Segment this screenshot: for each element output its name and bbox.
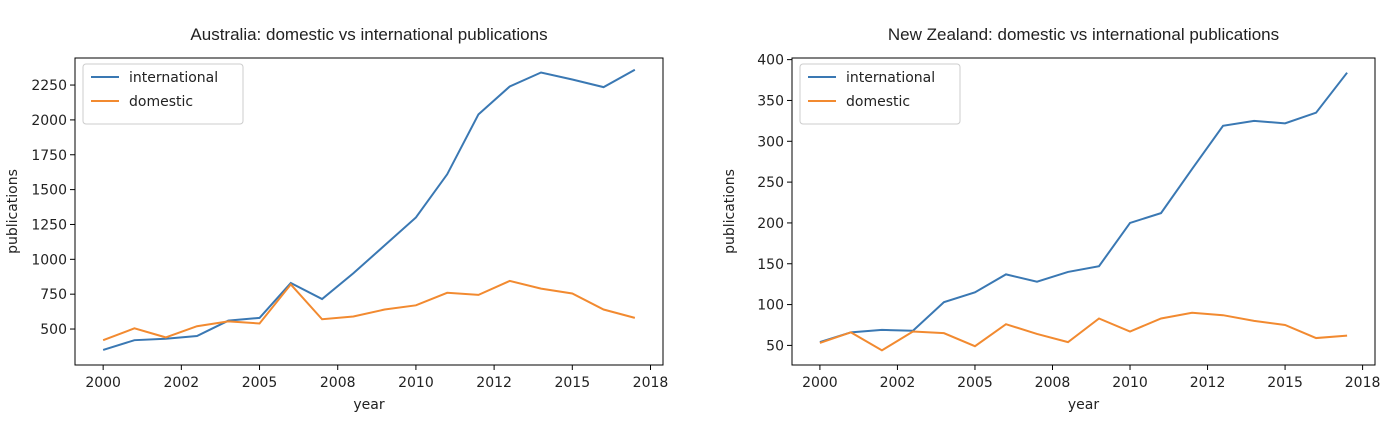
x-tick-label: 2000 — [85, 375, 121, 391]
series-line — [102, 68, 636, 351]
x-tick-label: 2005 — [242, 375, 278, 391]
x-tick-label: 2015 — [1267, 375, 1303, 391]
y-tick-label: 200 — [757, 216, 784, 232]
x-tick-label: 2012 — [476, 375, 512, 391]
series-line — [819, 311, 1348, 352]
x-tick-label: 2018 — [1345, 375, 1381, 391]
x-tick-label: 2008 — [1035, 375, 1071, 391]
y-tick-label: 1750 — [31, 148, 67, 164]
legend-label: domestic — [846, 94, 910, 110]
subplot: New Zealand: domestic vs international p… — [722, 25, 1380, 413]
legend-label: international — [846, 70, 935, 86]
legend-label: international — [129, 70, 218, 86]
y-tick-label: 500 — [40, 322, 67, 338]
x-tick-label: 2005 — [957, 375, 993, 391]
legend: international domestic — [799, 63, 961, 125]
y-tick-label: 250 — [757, 175, 784, 191]
y-tick-label: 150 — [757, 257, 784, 273]
chart-title: Australia: domestic vs international pub… — [190, 25, 547, 44]
y-tick-label: 1250 — [31, 217, 67, 233]
x-tick-label: 2008 — [320, 375, 356, 391]
x-tick-label: 2015 — [554, 375, 590, 391]
x-tick-label: 2018 — [633, 375, 669, 391]
x-axis-label: year — [1068, 397, 1099, 413]
x-tick-label: 2012 — [1190, 375, 1226, 391]
x-tick-label: 2002 — [164, 375, 200, 391]
y-tick-label: 350 — [757, 93, 784, 109]
legend-label: domestic — [129, 94, 193, 110]
x-tick-label: 2010 — [398, 375, 434, 391]
y-axis-label: publications — [5, 169, 21, 254]
series-line — [819, 72, 1348, 344]
chart-title: New Zealand: domestic vs international p… — [888, 25, 1279, 44]
y-tick-label: 750 — [40, 287, 67, 303]
series-line — [102, 279, 636, 342]
y-tick-label: 2250 — [31, 78, 67, 94]
legend-box — [799, 63, 961, 125]
y-tick-label: 300 — [757, 134, 784, 150]
legend: international domestic — [82, 63, 244, 125]
y-tick-label: 1500 — [31, 183, 67, 199]
y-tick-label: 100 — [757, 298, 784, 314]
plot-frame — [791, 57, 1376, 366]
x-tick-label: 2010 — [1112, 375, 1148, 391]
x-tick-label: 2002 — [880, 375, 916, 391]
y-tick-label: 50 — [766, 338, 784, 354]
y-tick-label: 1000 — [31, 252, 67, 268]
y-tick-label: 400 — [757, 53, 784, 69]
x-tick-label: 2000 — [802, 375, 838, 391]
y-axis-label: publications — [722, 169, 738, 254]
legend-box — [82, 63, 244, 125]
x-axis-label: year — [353, 397, 384, 413]
subplot: Australia: domestic vs international pub… — [5, 25, 668, 413]
y-tick-label: 2000 — [31, 113, 67, 129]
plot-frame — [74, 57, 664, 366]
